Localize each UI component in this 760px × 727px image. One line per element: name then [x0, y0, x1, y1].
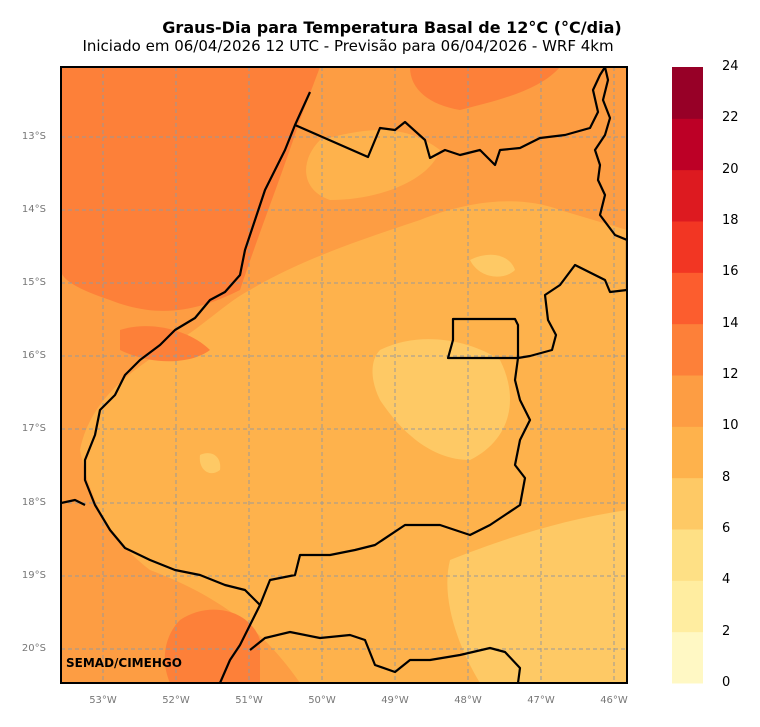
colorbar-tick-label: 6 — [722, 521, 731, 536]
field-region-12-14 — [120, 326, 210, 362]
colorbar — [672, 67, 703, 684]
field-region-8-10 — [306, 130, 440, 200]
colorbar-segment — [672, 477, 703, 530]
colorbar-segment — [672, 67, 703, 119]
longitude-label: 48°W — [454, 695, 482, 706]
goias-state-border — [83, 67, 627, 607]
colorbar-segment — [672, 529, 703, 581]
colorbar-tick-label: 8 — [722, 469, 731, 485]
field-region-12-14 — [61, 67, 320, 311]
colorbar-segment — [672, 272, 703, 325]
df-border — [446, 317, 520, 360]
colorbar-tick-label: 0 — [722, 675, 731, 690]
colorbar-segment — [672, 375, 703, 427]
field-region-12-14 — [164, 609, 260, 683]
credit-label: SEMAD/CIMEHGO — [66, 656, 182, 670]
colorbar-tick-label: 22 — [722, 110, 739, 126]
field-region-4-6 — [447, 510, 627, 683]
colorbar-tick-label: 16 — [722, 264, 739, 280]
latitude-label: 15°S — [21, 277, 46, 288]
colorbar-segment — [672, 169, 703, 222]
longitude-label: 51°W — [235, 695, 263, 706]
south-border — [61, 498, 522, 683]
map-frame — [60, 66, 628, 684]
longitude-label: 47°W — [527, 695, 555, 706]
colorbar-tick-label: 14 — [722, 315, 739, 331]
map-subtitle: Iniciado em 06/04/2026 12 UTC - Previsão… — [82, 37, 614, 55]
colorbar-tick-label: 2 — [722, 623, 731, 639]
temperature-field — [61, 67, 627, 683]
colorbar-tick-label: 10 — [722, 418, 739, 434]
colorbar-segment — [672, 580, 703, 633]
map-title: Graus-Dia para Temperatura Basal de 12°C… — [162, 18, 622, 37]
latitude-label: 14°S — [21, 204, 46, 215]
grid — [61, 67, 627, 683]
field-region-4-6 — [372, 339, 510, 460]
colorbar-segment — [672, 221, 703, 273]
colorbar-tick-label: 4 — [722, 572, 731, 588]
colorbar-segment — [672, 426, 703, 479]
latitude-label: 17°S — [21, 423, 46, 434]
latitude-label: 19°S — [21, 570, 46, 581]
colorbar-tick-label: 24 — [722, 59, 739, 74]
colorbar-segment — [672, 631, 703, 684]
longitude-label: 46°W — [600, 695, 628, 706]
colorbar-segment — [672, 323, 703, 376]
longitude-label: 49°W — [381, 695, 409, 706]
colorbar-tick-label: 12 — [722, 367, 739, 382]
latitude-label: 18°S — [21, 497, 46, 508]
longitude-label: 53°W — [89, 695, 117, 706]
field-region-4-6 — [470, 254, 515, 277]
field-region-12-14 — [410, 67, 560, 110]
latitude-label: 13°S — [21, 131, 46, 142]
colorbar-segment — [672, 118, 703, 171]
longitude-label: 50°W — [308, 695, 336, 706]
longitude-label: 52°W — [162, 695, 190, 706]
colorbar-tick-label: 20 — [722, 161, 739, 177]
field-region-4-6 — [199, 453, 221, 474]
latitude-label: 16°S — [21, 350, 46, 361]
colorbar-tick-label: 18 — [722, 213, 739, 228]
latitude-label: 20°S — [21, 643, 46, 654]
